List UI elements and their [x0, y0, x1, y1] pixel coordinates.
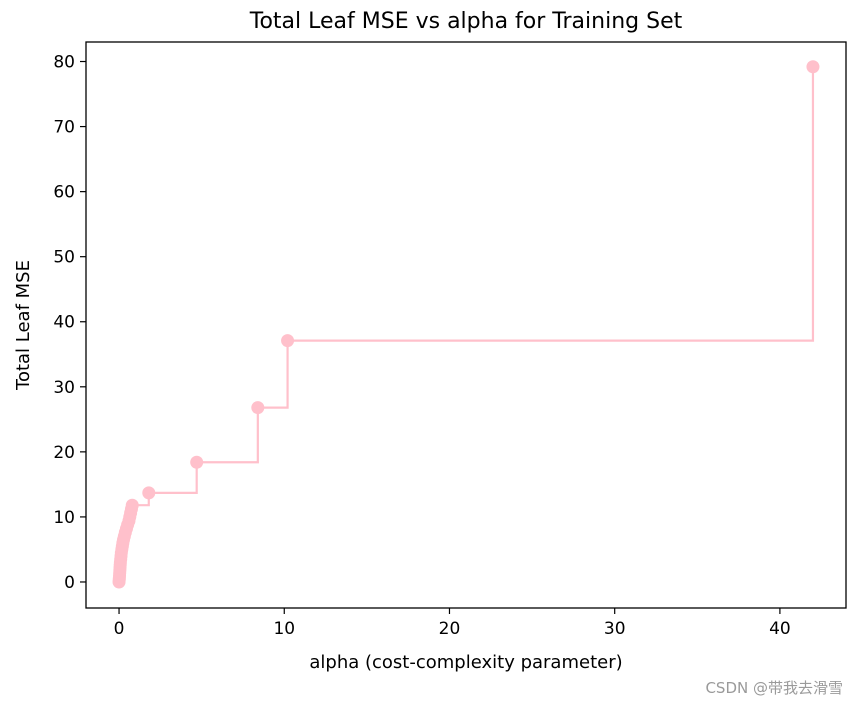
y-tick-label: 50: [53, 248, 75, 268]
y-tick-label: 30: [53, 378, 75, 398]
data-point: [281, 334, 295, 348]
y-tick-label: 10: [53, 508, 75, 528]
plot-area: [112, 60, 820, 589]
series-line: [118, 66, 815, 584]
watermark: CSDN @带我去滑雪: [705, 679, 843, 697]
x-axis-label: alpha (cost-complexity parameter): [309, 652, 622, 673]
data-point: [806, 60, 820, 74]
x-tick-label: 40: [769, 619, 791, 639]
y-axis: 0 10 20 30 40 50 60 70 80: [53, 53, 86, 593]
plot-frame: [85, 41, 847, 609]
y-tick-label: 70: [53, 118, 75, 138]
x-tick-label: 0: [114, 619, 125, 639]
data-point: [142, 486, 156, 500]
data-point: [125, 498, 139, 512]
y-tick-label: 0: [64, 573, 75, 593]
x-tick-label: 30: [604, 619, 626, 639]
y-axis-label: Total Leaf MSE: [13, 260, 34, 391]
x-tick-label: 10: [273, 619, 295, 639]
x-axis: 0 10 20 30 40: [114, 608, 791, 639]
chart-title: Total Leaf MSE vs alpha for Training Set: [249, 9, 683, 34]
x-tick-label: 20: [439, 619, 461, 639]
data-point: [190, 455, 204, 469]
y-tick-label: 80: [53, 53, 75, 73]
y-tick-label: 40: [53, 313, 75, 333]
data-point: [251, 401, 265, 415]
y-tick-label: 20: [53, 443, 75, 463]
y-tick-label: 60: [53, 183, 75, 203]
